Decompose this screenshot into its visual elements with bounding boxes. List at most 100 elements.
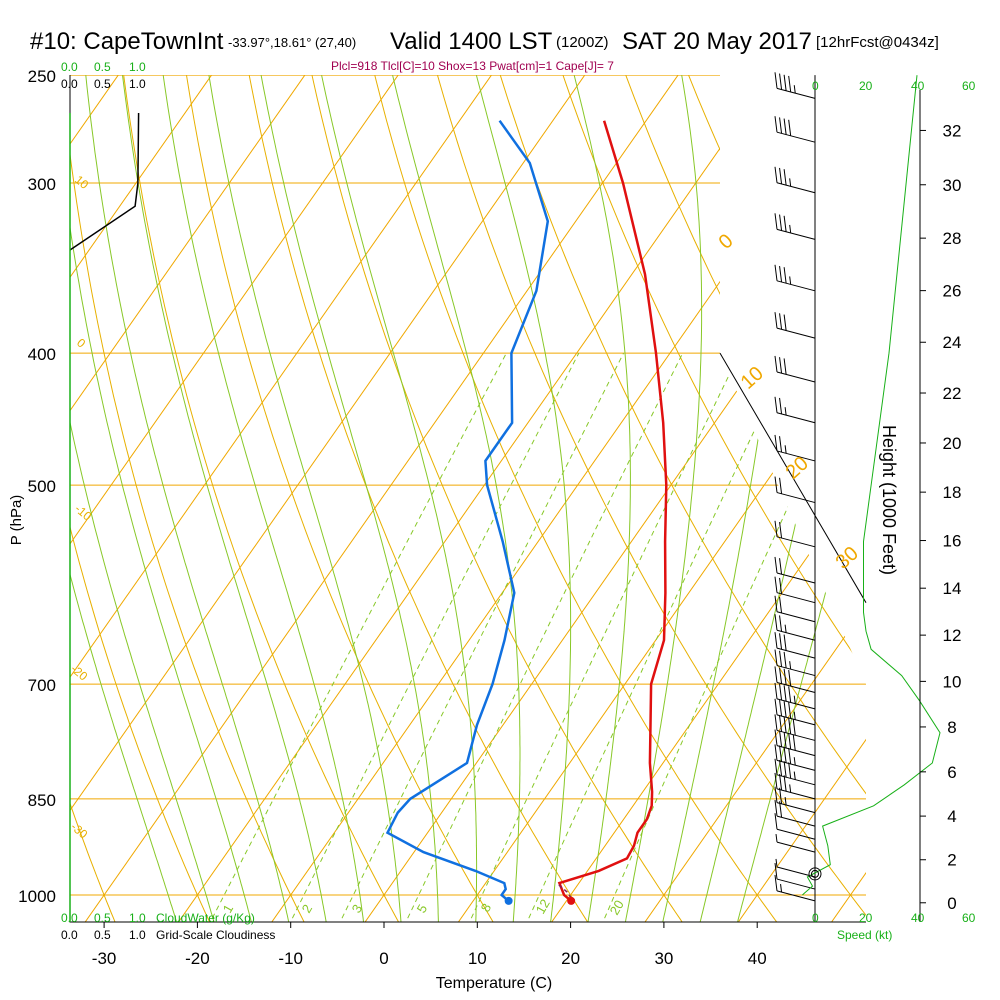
wind-barb-feather — [779, 313, 783, 330]
wind-speed-curve — [801, 75, 941, 896]
wind-barb-feather — [788, 717, 792, 735]
speed-top-0: 0 — [812, 79, 819, 93]
calm-wind-circle — [808, 867, 822, 881]
speed-bottom-60: 60 — [962, 911, 976, 925]
wind-barb-feather — [783, 716, 787, 733]
wind-speed-panel — [801, 75, 941, 896]
moist-adiabat-line — [475, 75, 572, 922]
height-tick-label: 0 — [947, 894, 956, 913]
valid-time: Valid 1400 LST — [390, 28, 553, 55]
isotherm-line — [70, 75, 399, 922]
scale-bars: 0.0 0.5 1.0 0.0 0.5 1.0 0.0 0.5 1.0 Clou… — [61, 60, 976, 942]
wind-barb-feather — [779, 684, 783, 701]
isotherm-line — [456, 75, 866, 922]
isotherm-line — [70, 75, 306, 922]
isotherm-label: 0 — [715, 230, 738, 254]
cloudwater-top-0: 0.0 — [61, 60, 78, 74]
wind-barb-feather — [783, 74, 787, 91]
wind-barb-feather — [774, 772, 778, 789]
wind-barb-feather — [783, 634, 787, 651]
wind-barb-staff — [776, 592, 816, 604]
speed-bottom-20: 20 — [859, 911, 873, 925]
wind-barb-feather — [788, 762, 792, 779]
wind-barb — [774, 786, 816, 814]
x-axis-title: Temperature (C) — [436, 975, 552, 992]
isotherm-line — [70, 75, 212, 922]
surface-temperature-dot — [567, 896, 576, 905]
cloudwater-label: CloudWater (g/Kg) — [156, 911, 255, 925]
wind-barb-staff — [776, 182, 816, 194]
wind-barb-feather — [774, 396, 778, 413]
temperature-tick-label: -10 — [278, 949, 303, 968]
mixing-ratio-line — [407, 352, 684, 919]
height-tick-label: 26 — [943, 282, 962, 301]
moist-adiabat-line — [392, 75, 521, 922]
wind-barb-half-feather — [784, 624, 787, 633]
wind-barb — [774, 698, 816, 726]
mixing-ratio-label: 8 — [478, 901, 495, 915]
axis-frame — [69, 75, 866, 923]
wind-barb-feather — [779, 477, 783, 494]
isotherm-line — [70, 75, 586, 922]
dry-adiabat-line — [70, 75, 211, 922]
calm-wind-inner-circle — [811, 869, 819, 878]
cloudwater-top-1.0: 1.0 — [129, 60, 146, 74]
wind-barb — [774, 666, 816, 693]
pressure-tick-label: 300 — [28, 175, 56, 194]
wind-barb-staff — [776, 131, 816, 143]
wind-barb-feather — [774, 595, 778, 612]
wind-barb-staff — [776, 714, 816, 726]
wind-barb-feather — [783, 651, 787, 669]
mixing-ratio-line — [341, 352, 625, 919]
wind-barb-feather — [774, 434, 778, 452]
speed-bottom-0: 0 — [812, 911, 819, 925]
wind-barb — [774, 800, 816, 827]
isotherm-line — [549, 75, 866, 922]
wind-barb-feather — [779, 650, 783, 667]
wind-barb-feather — [783, 746, 787, 763]
moist-adiabat-line — [70, 75, 215, 922]
station-title: #10: CapeTownInt — [30, 28, 224, 55]
station-coords: -33.97°,18.61° (27,40) — [228, 35, 356, 50]
cloudwater-bottom-0: 0.0 — [61, 911, 78, 925]
surface-dewpoint-dot — [504, 896, 513, 905]
wind-barb-feather — [792, 719, 796, 736]
dry-adiabat-label: -10 — [72, 502, 95, 524]
temperature-tick-label: -30 — [92, 949, 117, 968]
wind-barb — [774, 595, 816, 623]
wind-barb-staff — [776, 611, 816, 623]
dry-adiabat-label: -30 — [68, 820, 91, 842]
wind-barb-half-feather — [784, 796, 787, 806]
wind-barb-staff — [776, 890, 816, 902]
moist-adiabat-line — [122, 75, 327, 922]
wind-barb-feather — [774, 698, 778, 715]
wind-barb-feather — [783, 761, 787, 778]
moist-adiabat-line — [208, 75, 402, 922]
wind-barb — [774, 556, 816, 584]
wind-barb-half-feather — [789, 224, 792, 234]
wind-barb-feather — [779, 801, 783, 818]
wind-barb — [774, 520, 816, 548]
wind-barb-feather — [774, 116, 778, 133]
temperature-tick-label: 20 — [561, 949, 580, 968]
speed-top-20: 20 — [859, 79, 873, 93]
dry-adiabat-line — [499, 75, 866, 922]
wind-barb-half-feather — [793, 757, 796, 766]
wind-barb-feather — [783, 701, 787, 718]
wind-barb — [774, 312, 816, 339]
temperature-profile — [557, 120, 668, 902]
cloudiness-top-0.5: 0.5 — [94, 77, 111, 91]
isotherm-line — [643, 75, 866, 922]
wind-barb-staff — [776, 828, 816, 840]
wind-barb-staff — [776, 878, 816, 890]
pressure-tick-label: 1000 — [18, 887, 56, 906]
mixing-ratio-label: 3 — [349, 902, 366, 916]
wind-barb-feather — [783, 267, 787, 284]
mixing-ratio-label: 12 — [533, 896, 553, 916]
mixing-ratio-line — [211, 352, 507, 919]
wind-barb-feather — [779, 436, 783, 453]
dry-adiabat-line — [70, 75, 117, 922]
dry-adiabat-line — [813, 75, 866, 922]
